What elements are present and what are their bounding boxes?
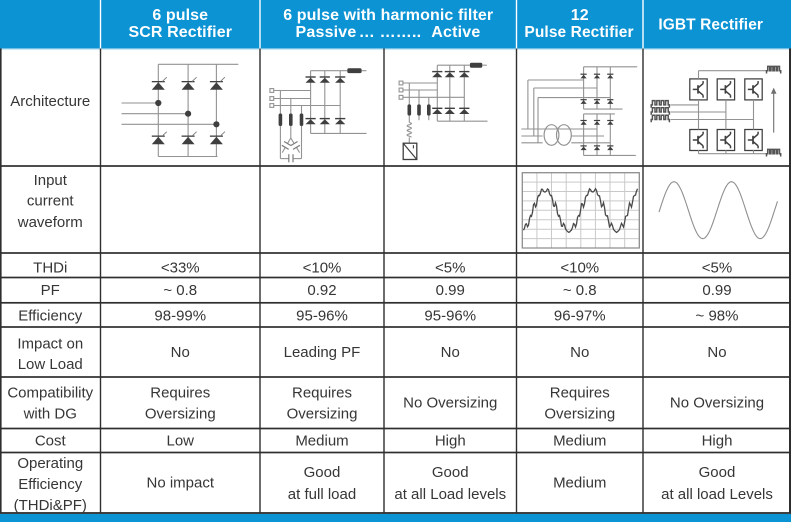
svg-text:Leading PF: Leading PF bbox=[284, 344, 361, 361]
svg-text:0.99: 0.99 bbox=[702, 282, 731, 299]
svg-text:Oversizing: Oversizing bbox=[287, 406, 358, 423]
svg-text:Architecture: Architecture bbox=[10, 93, 90, 110]
svg-text:Good: Good bbox=[432, 464, 469, 481]
svg-text:95-96%: 95-96% bbox=[296, 307, 348, 324]
svg-text:Good: Good bbox=[699, 464, 736, 481]
svg-text:Medium: Medium bbox=[553, 433, 606, 450]
svg-text:Efficiency: Efficiency bbox=[18, 476, 82, 493]
svg-text:IGBT Rectifier: IGBT Rectifier bbox=[658, 17, 763, 34]
svg-text:0.99: 0.99 bbox=[436, 282, 465, 299]
svg-text:THDi: THDi bbox=[33, 259, 67, 276]
svg-text:<10%: <10% bbox=[560, 259, 599, 276]
svg-text:Oversizing: Oversizing bbox=[544, 406, 615, 423]
svg-text:No: No bbox=[707, 344, 726, 361]
svg-text:Operating: Operating bbox=[17, 455, 83, 472]
svg-text:96-97%: 96-97% bbox=[554, 307, 606, 324]
svg-text:Requires: Requires bbox=[150, 385, 210, 402]
svg-text:High: High bbox=[702, 433, 733, 450]
svg-text:… ……..: … …….. bbox=[359, 24, 422, 41]
svg-text:No: No bbox=[570, 344, 589, 361]
svg-text:<5%: <5% bbox=[702, 259, 732, 276]
svg-text:Pulse Rectifier: Pulse Rectifier bbox=[524, 24, 633, 41]
svg-text:No Oversizing: No Oversizing bbox=[670, 395, 764, 412]
svg-text:Passive: Passive bbox=[296, 24, 357, 41]
svg-text:<5%: <5% bbox=[435, 259, 465, 276]
svg-text:~ 0.8: ~ 0.8 bbox=[563, 282, 597, 299]
svg-text:~ 0.8: ~ 0.8 bbox=[163, 282, 197, 299]
svg-text:No Oversizing: No Oversizing bbox=[403, 395, 497, 412]
svg-text:current: current bbox=[27, 193, 75, 210]
svg-text:Low: Low bbox=[166, 433, 194, 450]
svg-text:Compatibility: Compatibility bbox=[7, 385, 93, 402]
svg-text:~ 98%: ~ 98% bbox=[696, 307, 739, 324]
svg-text:0.92: 0.92 bbox=[307, 282, 336, 299]
svg-text:Low Load: Low Load bbox=[18, 356, 83, 373]
svg-text:High: High bbox=[435, 433, 466, 450]
svg-text:(THDi&PF): (THDi&PF) bbox=[14, 497, 87, 514]
svg-text:PF: PF bbox=[41, 282, 60, 299]
svg-text:Requires: Requires bbox=[550, 385, 610, 402]
svg-text:waveform: waveform bbox=[17, 214, 83, 231]
svg-text:<10%: <10% bbox=[303, 259, 342, 276]
svg-text:at all Load levels: at all Load levels bbox=[394, 486, 506, 503]
svg-text:SCR Rectifier: SCR Rectifier bbox=[128, 24, 232, 41]
svg-text:12: 12 bbox=[571, 7, 589, 24]
svg-text:98-99%: 98-99% bbox=[154, 307, 206, 324]
svg-text:Active: Active bbox=[431, 24, 480, 41]
svg-text:6 pulse: 6 pulse bbox=[152, 7, 208, 24]
svg-text:<33%: <33% bbox=[161, 259, 200, 276]
svg-text:Medium: Medium bbox=[553, 475, 606, 492]
svg-text:95-96%: 95-96% bbox=[424, 307, 476, 324]
svg-text:Efficiency: Efficiency bbox=[18, 307, 82, 324]
svg-text:No: No bbox=[441, 344, 460, 361]
svg-text:Oversizing: Oversizing bbox=[145, 406, 216, 423]
svg-text:at all load Levels: at all load Levels bbox=[661, 486, 773, 503]
svg-text:No: No bbox=[171, 344, 190, 361]
svg-text:Medium: Medium bbox=[295, 433, 348, 450]
svg-text:Impact on: Impact on bbox=[17, 336, 83, 353]
svg-text:6 pulse with harmonic filter: 6 pulse with harmonic filter bbox=[283, 7, 493, 24]
svg-text:No impact: No impact bbox=[146, 475, 214, 492]
svg-text:Cost: Cost bbox=[35, 433, 67, 450]
svg-text:at full load: at full load bbox=[288, 486, 356, 503]
svg-text:Requires: Requires bbox=[292, 385, 352, 402]
svg-text:Input: Input bbox=[34, 172, 68, 189]
svg-text:Good: Good bbox=[304, 464, 341, 481]
svg-text:with DG: with DG bbox=[23, 406, 77, 423]
